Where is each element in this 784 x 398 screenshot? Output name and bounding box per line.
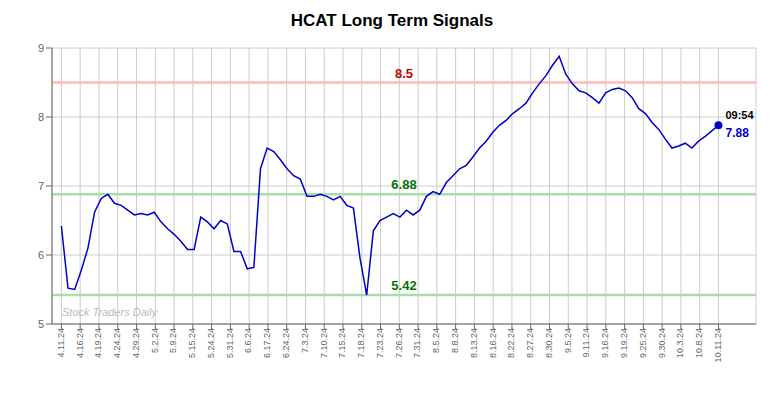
svg-text:7.23.24: 7.23.24 xyxy=(375,328,385,358)
svg-text:6: 6 xyxy=(38,249,44,261)
svg-text:4.11.24: 4.11.24 xyxy=(56,328,66,357)
svg-text:7: 7 xyxy=(38,180,44,192)
svg-text:6.17.24: 6.17.24 xyxy=(262,328,272,358)
svg-text:9.16.24: 9.16.24 xyxy=(600,328,610,358)
svg-text:8.5: 8.5 xyxy=(395,66,413,81)
svg-text:5: 5 xyxy=(38,318,44,330)
html-text:HCAT Long Term Signals: HCAT Long Term Signals xyxy=(290,11,494,30)
svg-text:7.88: 7.88 xyxy=(725,126,749,140)
svg-text:6.88: 6.88 xyxy=(391,177,416,192)
svg-text:6.6.24: 6.6.24 xyxy=(244,328,254,353)
svg-text:9.19.24: 9.19.24 xyxy=(619,328,629,358)
svg-text:8.27.24: 8.27.24 xyxy=(525,328,535,358)
svg-text:7.31.24: 7.31.24 xyxy=(412,328,422,358)
svg-text:4.29.24: 4.29.24 xyxy=(131,328,141,358)
svg-text:9.5.24: 9.5.24 xyxy=(563,328,573,353)
svg-text:9.30.24: 9.30.24 xyxy=(657,328,667,358)
svg-text:8.16.24: 8.16.24 xyxy=(488,328,498,358)
svg-text:5.42: 5.42 xyxy=(391,278,416,293)
svg-text:5.2.24: 5.2.24 xyxy=(150,328,160,353)
svg-text:4.16.24: 4.16.24 xyxy=(75,328,85,358)
svg-text:8.13.24: 8.13.24 xyxy=(469,328,479,358)
svg-text:09:54: 09:54 xyxy=(725,109,754,121)
svg-text:9.11.24: 9.11.24 xyxy=(581,328,591,357)
svg-text:10.3.24: 10.3.24 xyxy=(675,328,685,358)
svg-text:9: 9 xyxy=(38,42,44,54)
svg-text:7.10.24: 7.10.24 xyxy=(319,328,329,358)
svg-text:7.18.24: 7.18.24 xyxy=(356,328,366,358)
svg-text:5.9.24: 5.9.24 xyxy=(168,328,178,353)
svg-text:5.15.24: 5.15.24 xyxy=(187,328,197,358)
svg-text:8.5.24: 8.5.24 xyxy=(431,328,441,353)
svg-text:5.31.24: 5.31.24 xyxy=(225,328,235,358)
svg-text:8.22.24: 8.22.24 xyxy=(506,328,516,358)
svg-text:6.24.24: 6.24.24 xyxy=(281,328,291,358)
svg-text:7.26.24: 7.26.24 xyxy=(394,328,404,358)
svg-text:10.11.24: 10.11.24 xyxy=(713,328,723,362)
svg-text:7.3.24: 7.3.24 xyxy=(300,328,310,353)
svg-text:10.8.24: 10.8.24 xyxy=(694,328,704,358)
svg-text:4.19.24: 4.19.24 xyxy=(93,328,103,358)
svg-text:4.24.24: 4.24.24 xyxy=(112,328,122,358)
svg-text:8.8.24: 8.8.24 xyxy=(450,328,460,353)
svg-text:8.30.24: 8.30.24 xyxy=(544,328,554,358)
svg-text:9.25.24: 9.25.24 xyxy=(638,328,648,358)
svg-text:8: 8 xyxy=(38,111,44,123)
svg-text:5.24.24: 5.24.24 xyxy=(206,328,216,358)
svg-text:7.15.24: 7.15.24 xyxy=(337,328,347,358)
html-text:Stock Traders Daily: Stock Traders Daily xyxy=(62,306,158,318)
